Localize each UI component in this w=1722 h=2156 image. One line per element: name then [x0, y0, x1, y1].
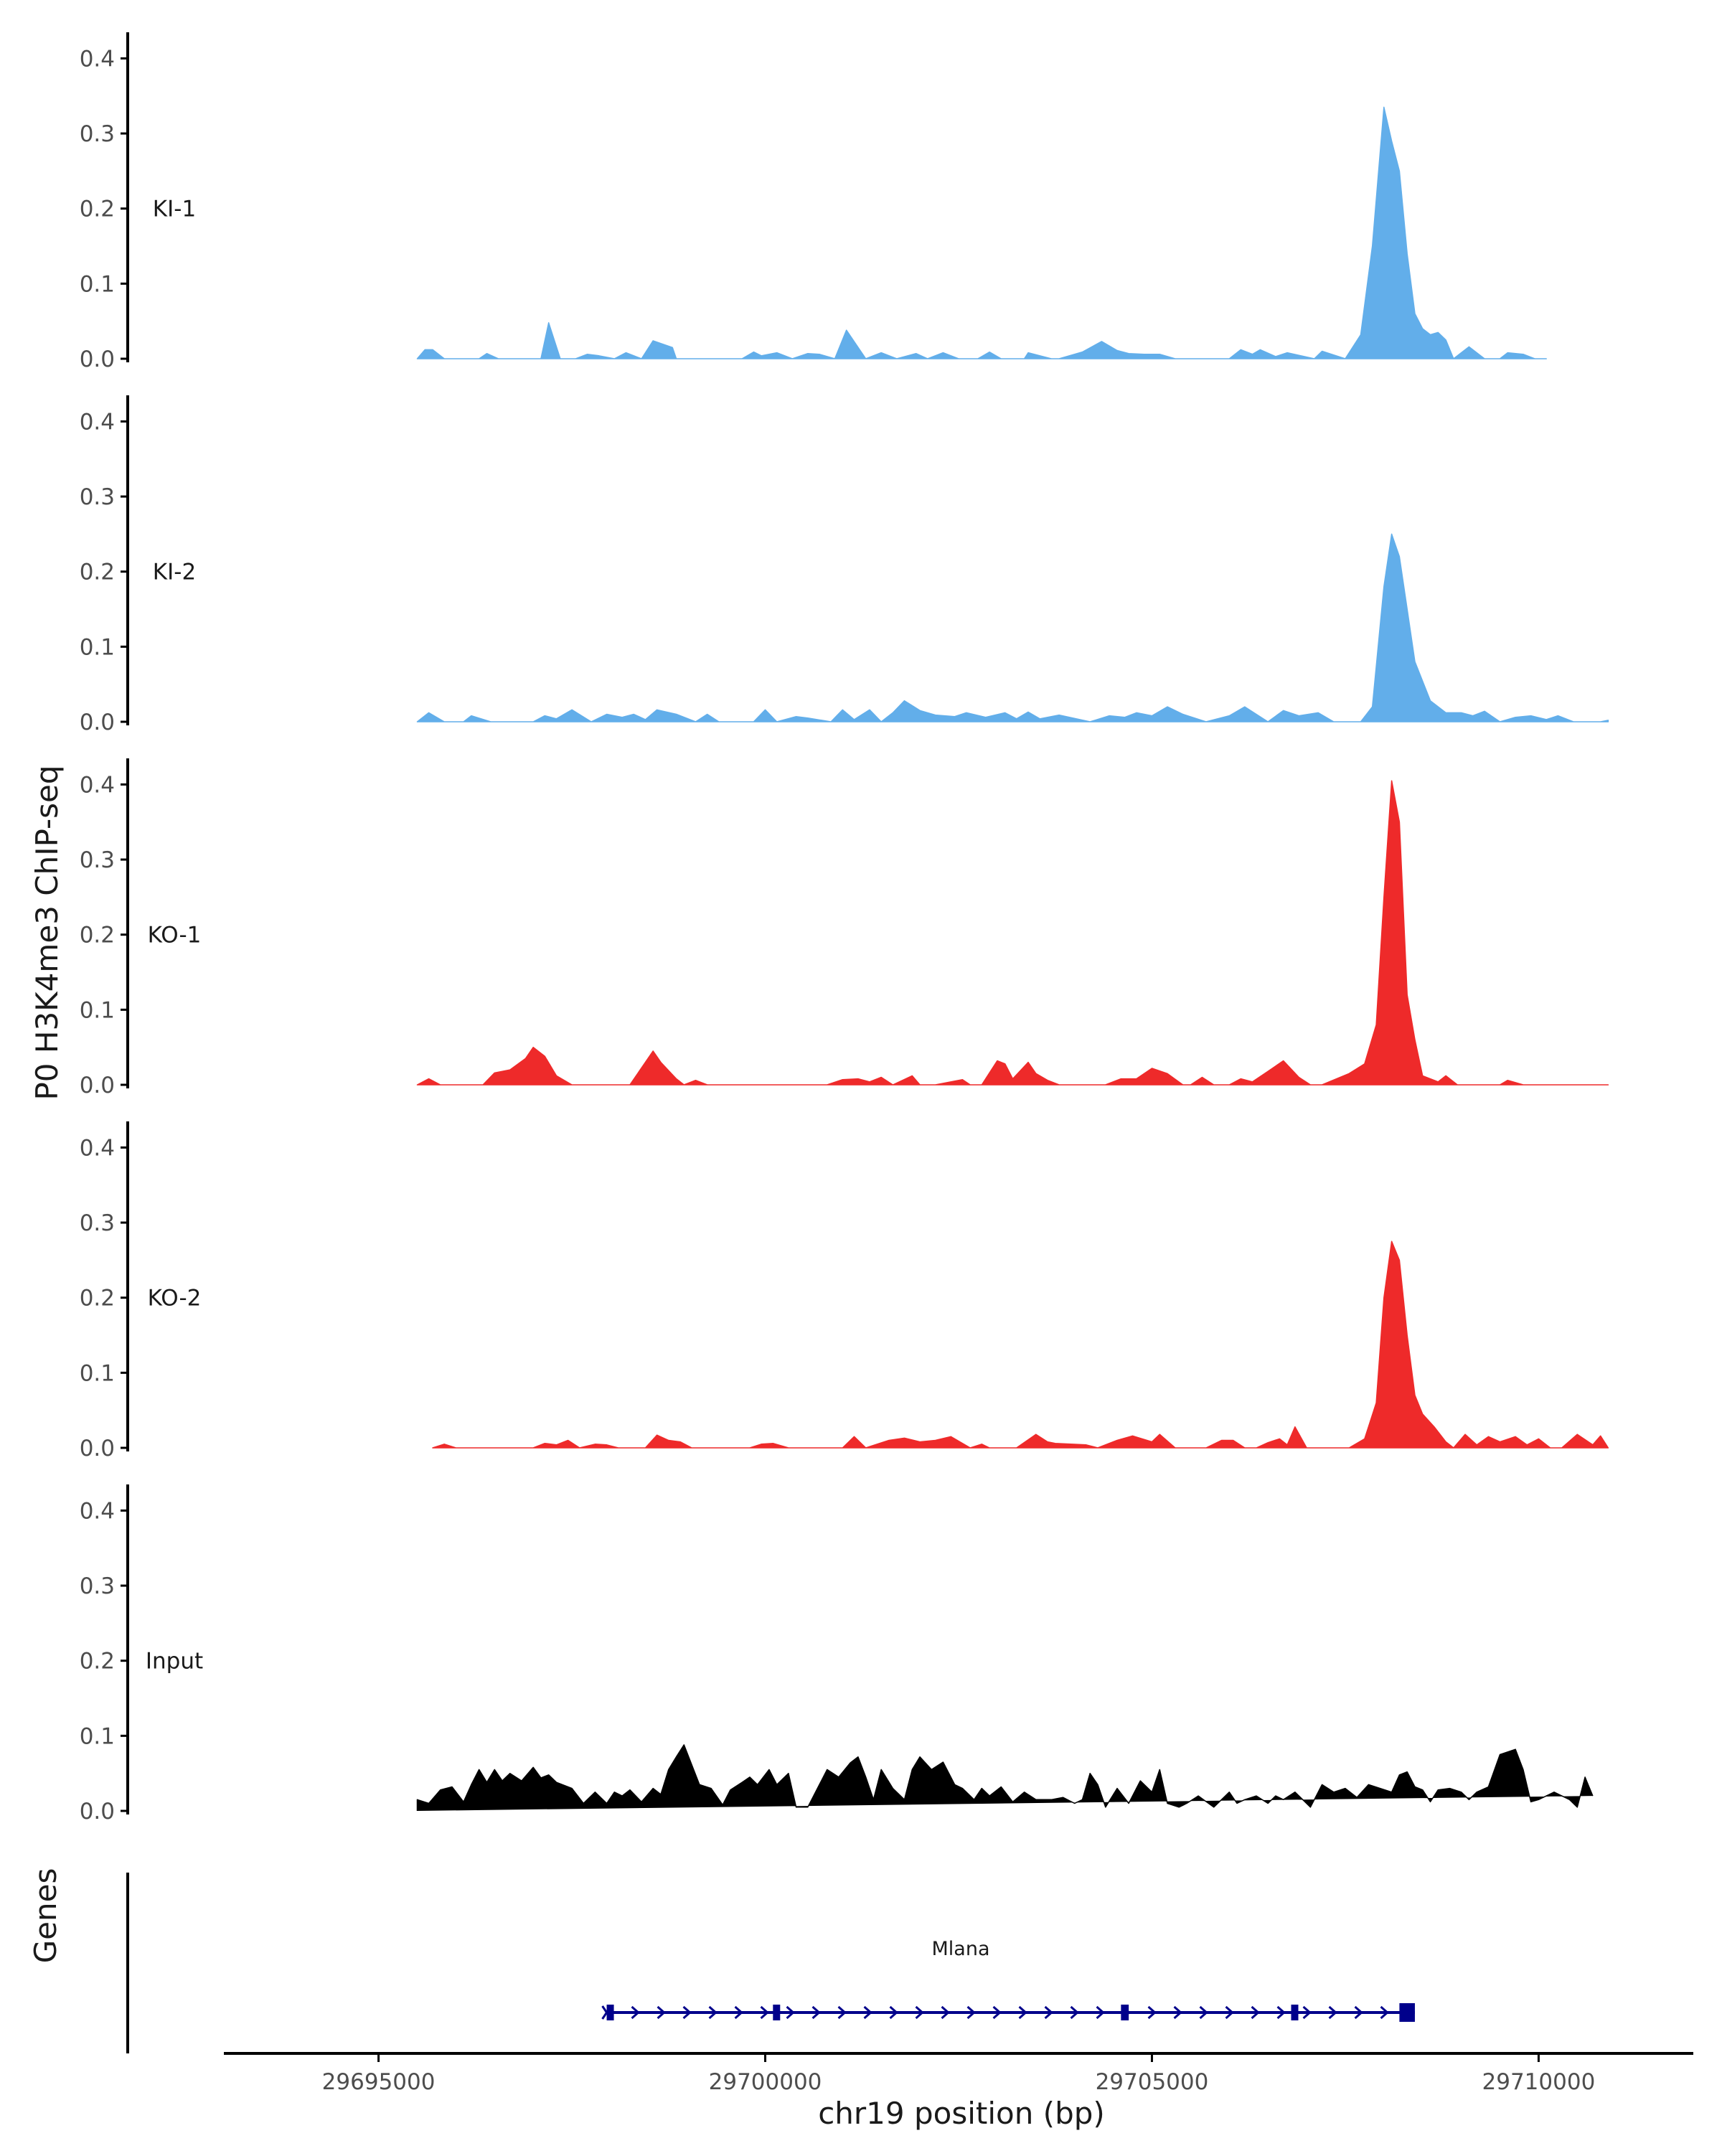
track-label: Input: [146, 1649, 203, 1675]
y-tick-label: 0.1: [80, 271, 115, 297]
y-tick-label: 0.0: [80, 1073, 115, 1098]
strand-arrow: [631, 2005, 640, 2020]
strand-arrow: [1354, 2005, 1363, 2020]
genes-track-title: Genes: [28, 1868, 63, 1964]
x-tick-label: 29705000: [1096, 2069, 1209, 2095]
strand-arrow: [889, 2005, 898, 2020]
y-tick-label: 0.4: [80, 1498, 115, 1524]
y-tick-label: 0.3: [80, 847, 115, 873]
strand-arrow: [734, 2005, 743, 2020]
signal-area: [416, 1744, 1594, 1811]
strand-arrow: [863, 2005, 872, 2020]
strand-arrow: [1380, 2005, 1389, 2020]
signal-area: [416, 533, 1609, 722]
x-tick-label: 29695000: [322, 2069, 436, 2095]
strand-arrow: [708, 2005, 718, 2020]
strand-arrow: [1070, 2005, 1079, 2020]
y-tick-label: 0.2: [80, 1649, 115, 1675]
strand-arrow: [1044, 2005, 1053, 2020]
strand-arrow: [1328, 2005, 1337, 2020]
x-tick-label: 29710000: [1482, 2069, 1596, 2095]
signal-area: [416, 780, 1609, 1086]
y-tick-label: 0.2: [80, 197, 115, 222]
y-tick-label: 0.3: [80, 1210, 115, 1236]
y-tick-label: 0.4: [80, 1135, 115, 1161]
y-tick-label: 0.3: [80, 484, 115, 510]
y-axis-title: P0 H3K4me3 ChIP-seq: [29, 765, 65, 1100]
signal-area: [432, 1241, 1609, 1449]
exon-block: [773, 2005, 781, 2020]
x-tick-label: 29700000: [709, 2069, 822, 2095]
strand-arrow: [1147, 2005, 1157, 2020]
track-label: KI-2: [153, 560, 196, 585]
y-tick-label: 0.0: [80, 347, 115, 372]
track-panel-ki-1: 0.0 0.1 0.2 0.3 0.4 KI-1: [80, 32, 1547, 372]
y-tick-label: 0.0: [80, 1436, 115, 1461]
gene-name-label: Mlana: [932, 1938, 990, 1960]
track-panel-ko-2: 0.0 0.1 0.2 0.3 0.4 KO-2: [80, 1121, 1609, 1461]
exon-block: [606, 2005, 614, 2020]
exon-block: [1291, 2005, 1299, 2020]
strand-arrow: [941, 2005, 950, 2020]
strand-arrow: [1018, 2005, 1027, 2020]
strand-arrow: [811, 2005, 821, 2020]
track-label: KO-1: [148, 923, 202, 948]
strand-arrow: [682, 2005, 692, 2020]
signal-area: [416, 106, 1547, 359]
track-panel-ko-1: 0.0 0.1 0.2 0.3 0.4 KO-1: [80, 758, 1609, 1098]
strand-arrow: [786, 2005, 795, 2020]
track-panel-ki-2: 0.0 0.1 0.2 0.3 0.4 KI-2: [80, 395, 1609, 735]
y-tick-label: 0.0: [80, 710, 115, 735]
strand-arrow: [1199, 2005, 1208, 2020]
strand-arrow: [837, 2005, 847, 2020]
x-axis-title: chr19 position (bp): [818, 2096, 1105, 2131]
y-tick-label: 0.1: [80, 997, 115, 1023]
strand-arrow: [1251, 2005, 1260, 2020]
y-tick-label: 0.1: [80, 634, 115, 660]
y-tick-label: 0.3: [80, 1573, 115, 1599]
y-tick-label: 0.4: [80, 772, 115, 798]
strand-arrow: [1173, 2005, 1182, 2020]
track-label: KO-2: [148, 1286, 202, 1312]
y-tick-label: 0.2: [80, 1286, 115, 1312]
y-tick-label: 0.1: [80, 1360, 115, 1386]
strand-arrow: [1276, 2005, 1286, 2020]
y-tick-label: 0.2: [80, 923, 115, 948]
y-tick-label: 0.4: [80, 46, 115, 72]
exon-block: [1121, 2005, 1129, 2020]
strand-arrow: [1302, 2005, 1312, 2020]
strand-arrow: [657, 2005, 666, 2020]
genes-panel: [126, 1873, 1415, 2053]
y-tick-label: 0.3: [80, 121, 115, 147]
y-tick-label: 0.4: [80, 409, 115, 435]
strand-arrow: [915, 2005, 924, 2020]
track-label: KI-1: [153, 197, 196, 222]
strand-arrow: [966, 2005, 976, 2020]
y-tick-label: 0.2: [80, 560, 115, 585]
exon-block: [1399, 2003, 1415, 2022]
strand-arrow: [992, 2005, 1002, 2020]
y-tick-label: 0.1: [80, 1723, 115, 1749]
y-tick-label: 0.0: [80, 1799, 115, 1825]
strand-arrow: [1225, 2005, 1234, 2020]
track-panel-input: 0.0 0.1 0.2 0.3 0.4 Input: [80, 1484, 1594, 1825]
strand-arrow: [1096, 2005, 1105, 2020]
strand-arrow: [760, 2005, 769, 2020]
